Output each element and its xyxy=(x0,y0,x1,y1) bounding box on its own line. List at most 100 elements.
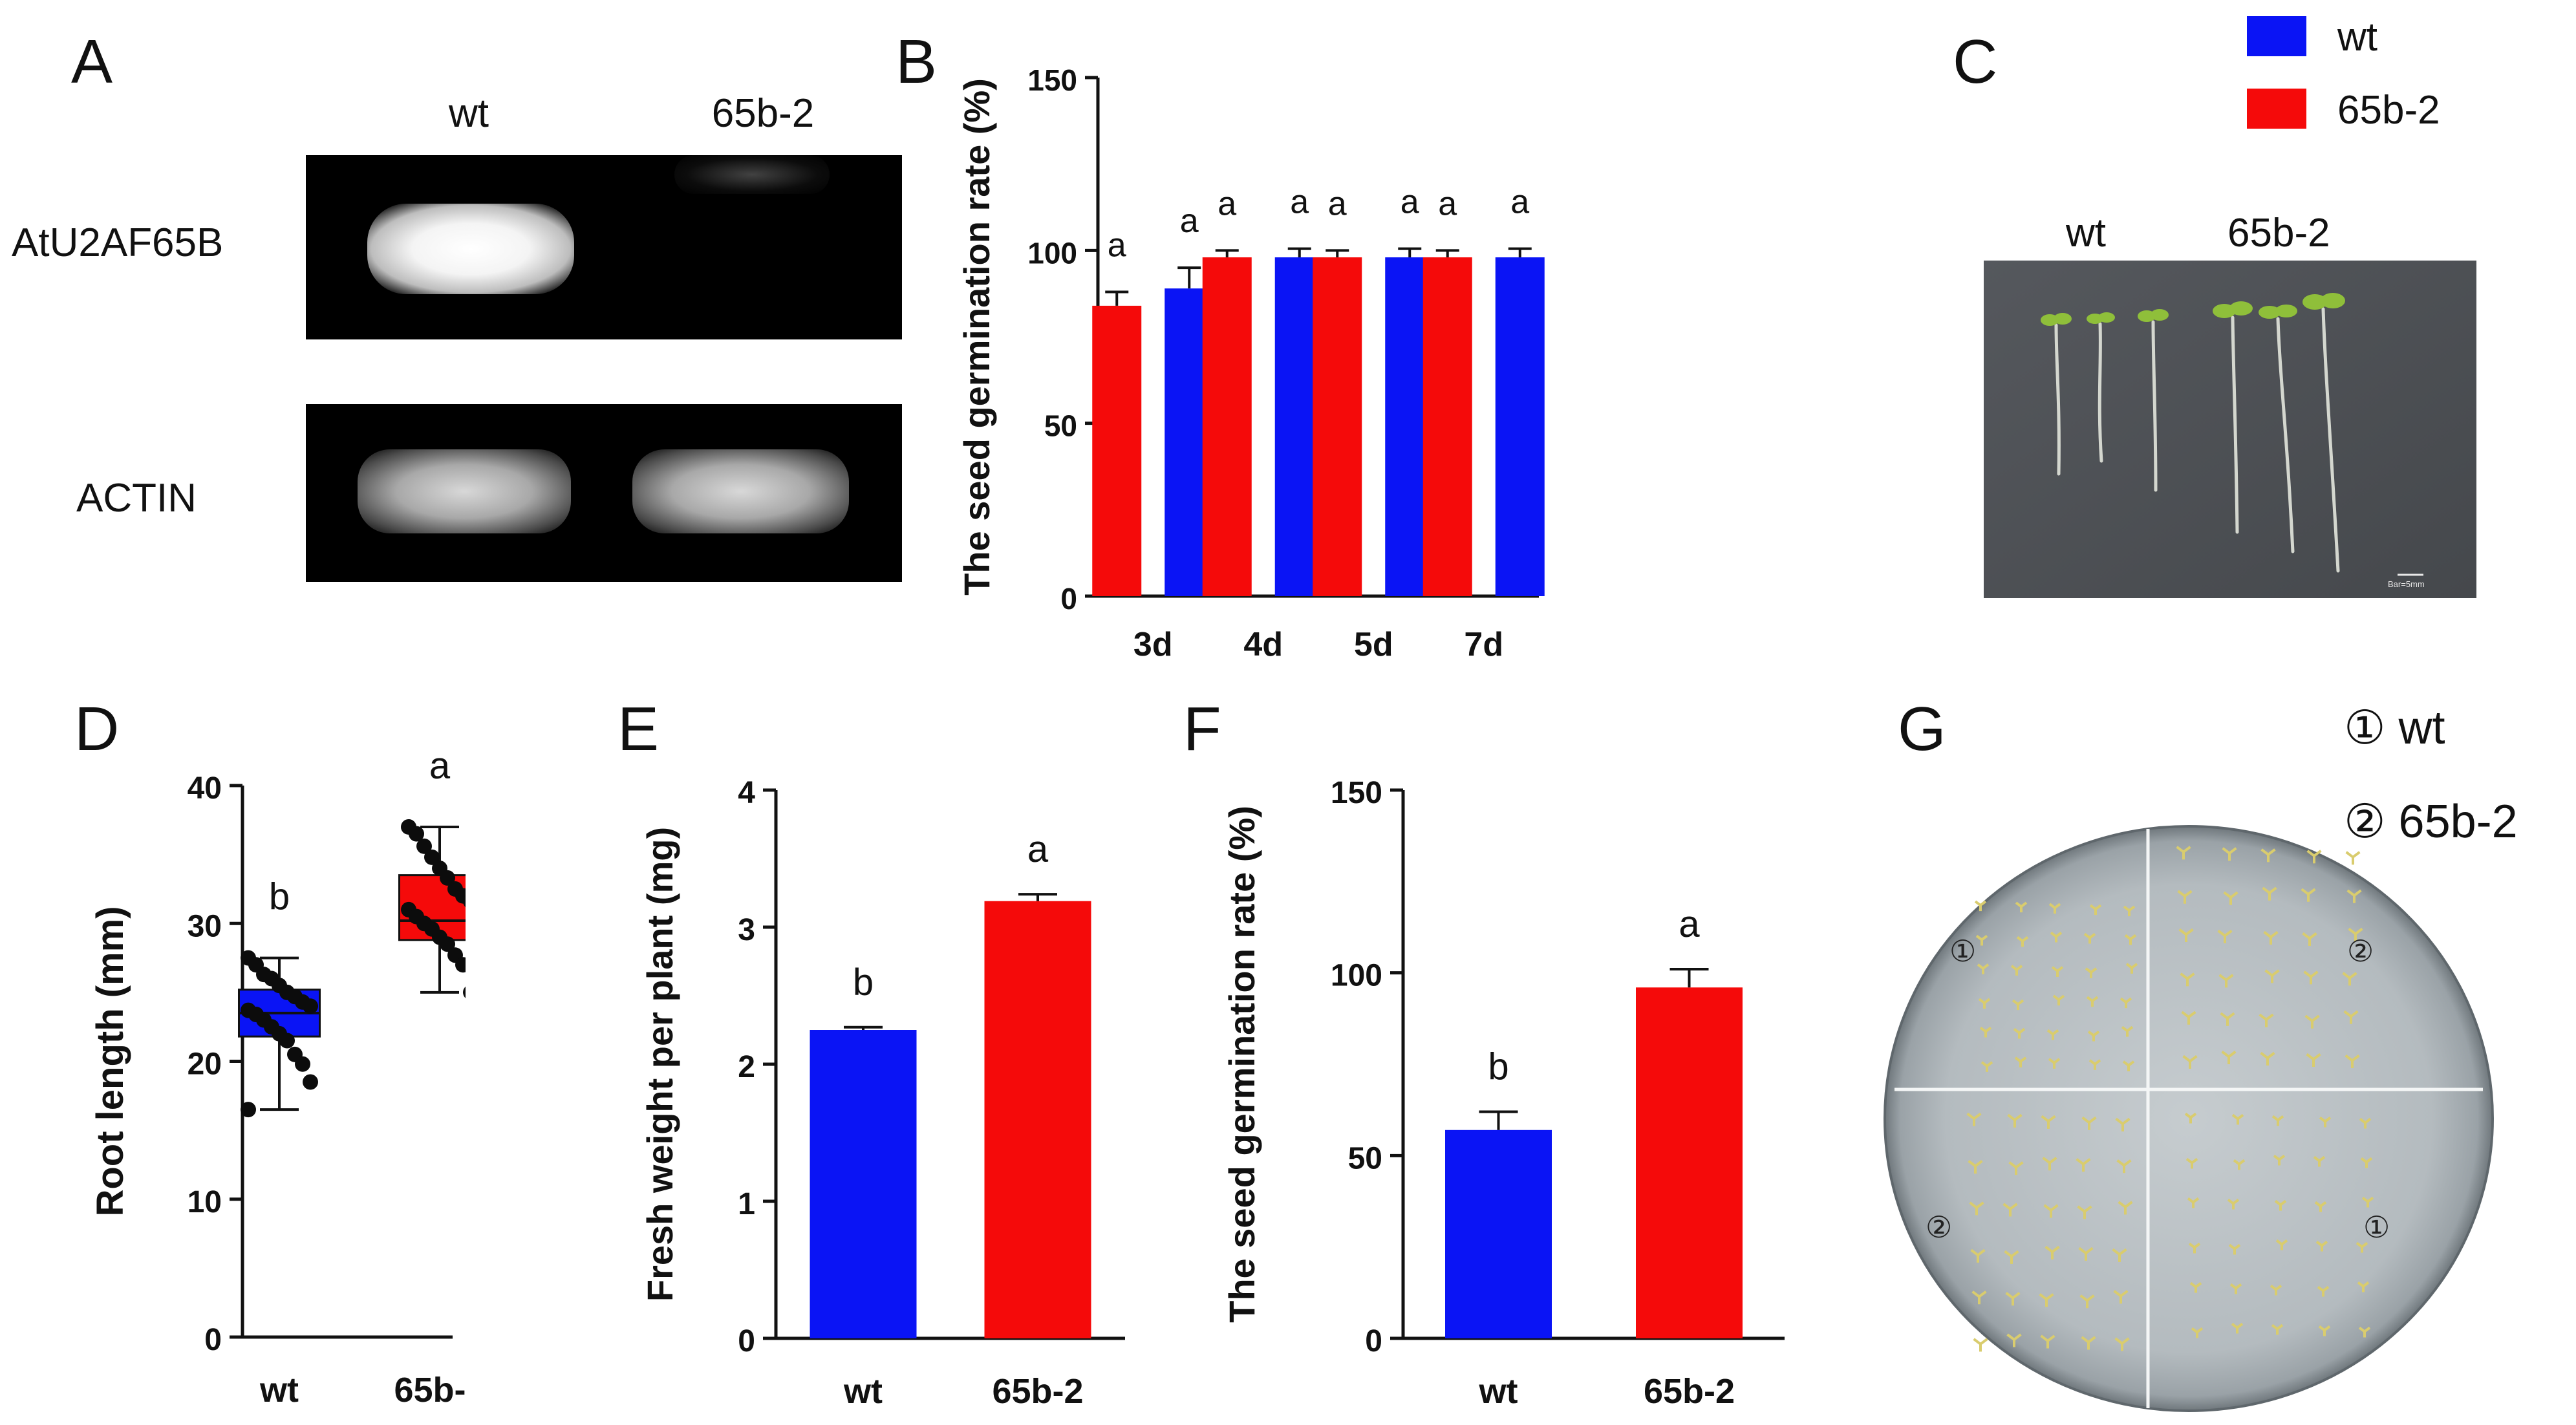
petri-plate-image xyxy=(1884,825,2494,1412)
plate-seedling xyxy=(2228,1243,2241,1255)
significance-letter: a xyxy=(1438,185,1457,222)
plate-seedling xyxy=(2118,1201,2133,1215)
y-tick-label: 100 xyxy=(1027,236,1077,270)
significance-letter: b xyxy=(269,876,290,918)
data-point xyxy=(463,986,466,998)
plate-seedling xyxy=(2343,1010,2359,1024)
plate-seedling xyxy=(2360,1157,2373,1168)
plate-seedling xyxy=(2016,936,2029,947)
plate-seedling xyxy=(2120,997,2132,1009)
plate-seedling xyxy=(2087,1030,2100,1042)
plate-seedling xyxy=(2221,1050,2237,1065)
plate-seedling xyxy=(2048,903,2061,914)
panel-label-e: E xyxy=(617,694,660,764)
plate-seedling xyxy=(2125,963,2138,974)
data-point xyxy=(241,1102,256,1118)
data-point xyxy=(424,849,440,865)
plate-seedling xyxy=(2048,1058,2061,1069)
plate-seedling xyxy=(2218,974,2234,988)
y-tick-label: 1 xyxy=(738,1187,755,1221)
plate-seedling xyxy=(2007,1113,2023,1128)
plate-seedling xyxy=(2222,847,2237,861)
bar xyxy=(1636,987,1743,1338)
gel-image-atu2af65b xyxy=(306,155,902,339)
x-tick-label: wt xyxy=(1479,1372,1518,1411)
plate-seedling xyxy=(2361,1196,2374,1208)
plate-seedling xyxy=(2260,1051,2275,1066)
plate-seedling xyxy=(2181,1011,2196,1025)
plate-seedling xyxy=(2187,1197,2200,1208)
x-tick-label: 5d xyxy=(1354,626,1393,663)
plate-seedling xyxy=(2357,1281,2370,1292)
y-axis-title: The seed germination rate (%) xyxy=(956,78,997,595)
plate-seedling xyxy=(2052,994,2065,1006)
y-tick-label: 0 xyxy=(1060,582,1077,616)
plate-seedling xyxy=(2079,1294,2095,1309)
data-point xyxy=(455,888,466,904)
significance-letter: a xyxy=(1180,202,1199,240)
plate-seedling xyxy=(2231,1322,2244,1334)
plate-seedling xyxy=(2123,905,2136,917)
legend: wt 65b-2 xyxy=(2247,10,2518,139)
plate-seedling xyxy=(2189,1281,2202,1293)
plate-seedling xyxy=(2014,1056,2027,1067)
plate-seedling xyxy=(1980,1061,1993,1072)
plate-seedling xyxy=(2342,972,2357,986)
plate-seedling xyxy=(2077,1205,2092,1219)
plate-seedling xyxy=(2191,1327,2204,1338)
plate-seedling xyxy=(2076,1158,2091,1172)
bar xyxy=(1202,257,1252,596)
plate-seedling xyxy=(2264,969,2280,983)
data-point xyxy=(303,1074,318,1090)
plate-legend-item-2: ② 65b-2 xyxy=(2344,796,2518,848)
quadrant-mark-top-left: ① xyxy=(1949,934,1977,968)
plate-seedling xyxy=(2318,1325,2331,1336)
plate-seedling xyxy=(1971,1291,1987,1305)
bar xyxy=(1313,257,1362,596)
y-tick-label: 4 xyxy=(738,776,755,810)
plate-seedling xyxy=(2012,999,2024,1011)
plate-seedling xyxy=(2081,1336,2096,1350)
seedling-label-65b-2: 65b-2 xyxy=(2227,211,2330,255)
y-tick-label: 150 xyxy=(1027,63,1077,97)
plate-seedling xyxy=(2271,1323,2284,1335)
plate-seedling xyxy=(2178,928,2194,943)
data-point xyxy=(416,838,432,854)
plate-seedling xyxy=(1975,934,1988,946)
y-tick-label: 10 xyxy=(188,1185,222,1219)
significance-letter: a xyxy=(1290,184,1309,221)
plate-seedling xyxy=(2262,886,2277,901)
panel-label-c: C xyxy=(1953,27,1998,96)
bar xyxy=(1495,257,1545,596)
panel-label-d: D xyxy=(74,694,120,764)
gel-image-actin xyxy=(306,404,902,582)
data-point xyxy=(409,826,424,842)
plate-seedling xyxy=(2081,1116,2097,1130)
plate-seedling xyxy=(2359,1117,2372,1129)
y-tick-label: 0 xyxy=(1365,1324,1382,1358)
plate-seedling xyxy=(2314,1201,2327,1212)
plate-seedling xyxy=(2013,1027,2026,1039)
y-axis-title: Fresh weight per plant (mg) xyxy=(639,827,680,1302)
plate-seedling xyxy=(2233,1159,2246,1170)
legend-label-65b-2: 65b-2 xyxy=(2337,88,2440,133)
significance-letter: a xyxy=(1510,184,1529,221)
significance-letter: a xyxy=(1108,226,1126,264)
quadrant-mark-bottom-right: ① xyxy=(2363,1210,2390,1244)
significance-letter: a xyxy=(1328,185,1347,222)
plate-seedling xyxy=(2263,930,2279,945)
bar xyxy=(1445,1130,1552,1338)
plate-seedling xyxy=(2306,850,2322,864)
panel-label-f: F xyxy=(1183,694,1221,764)
x-tick-label: wt xyxy=(843,1372,883,1411)
panel-label-g: G xyxy=(1898,694,1946,764)
plate-seedling xyxy=(2259,1013,2274,1027)
x-tick-label: 65b-2 xyxy=(394,1371,466,1409)
gel-row-label-atu2af65b: AtU2AF65B xyxy=(12,220,224,265)
plate-seedling xyxy=(2124,934,2137,945)
bar xyxy=(1092,305,1142,596)
plate-seedling xyxy=(2116,1159,2132,1173)
y-tick-label: 100 xyxy=(1331,959,1382,993)
y-axis-title: The seed germination rate (%) xyxy=(1221,806,1262,1323)
plate-seedling xyxy=(2217,929,2233,944)
